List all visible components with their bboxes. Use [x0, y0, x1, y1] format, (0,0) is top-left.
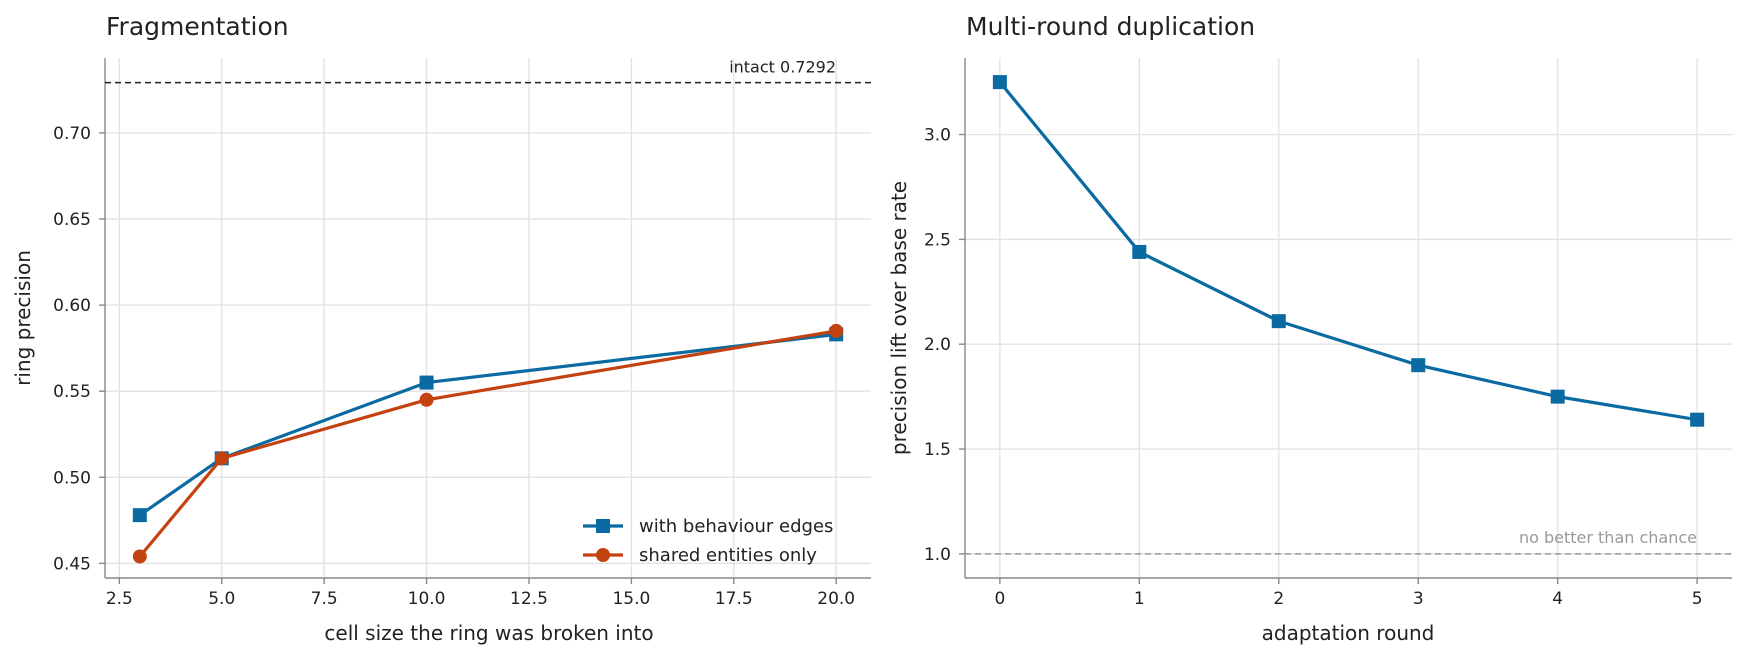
duplication-x-tick-label: 0	[994, 589, 1005, 609]
duplication-reference-label: no better than chance	[1519, 528, 1697, 547]
duplication-x-tick-label: 4	[1552, 589, 1563, 609]
fragmentation-title: Fragmentation	[106, 12, 289, 41]
fragmentation-series-square	[132, 327, 844, 523]
fragmentation-y-tick-label: 0.45	[53, 554, 91, 574]
fragmentation-reference-label: intact 0.7292	[729, 58, 836, 77]
fragmentation-data-point	[214, 451, 229, 466]
fragmentation-data-point	[419, 375, 434, 390]
duplication-data-point	[1132, 244, 1147, 259]
legend-marker	[596, 548, 610, 562]
fragmentation-y-tick-label: 0.70	[53, 124, 91, 144]
fragmentation-x-tick-label: 20.0	[817, 589, 855, 609]
duplication-data-point	[1690, 412, 1705, 427]
fragmentation-data-point	[132, 549, 147, 564]
duplication-x-axis-label: adaptation round	[1262, 621, 1435, 645]
duplication-x-tick-label: 1	[1134, 589, 1145, 609]
fragmentation-y-tick-label: 0.60	[53, 296, 91, 316]
fragmentation-series-line	[138, 329, 837, 558]
duplication-y-tick-label: 1.5	[924, 440, 951, 460]
fragmentation-x-tick-label: 2.5	[106, 589, 133, 609]
fragmentation-series-line	[138, 332, 837, 517]
duplication-x-tick-label: 5	[1692, 589, 1703, 609]
fragmentation-y-tick-label: 0.50	[53, 468, 91, 488]
fragmentation-panel: Fragmentation cell size the ring was bro…	[11, 12, 871, 645]
duplication-y-tick-label: 3.0	[924, 126, 951, 146]
fragmentation-legend: with behaviour edges shared entities only	[583, 516, 833, 566]
duplication-series-square	[992, 75, 1705, 427]
duplication-data-point	[1271, 314, 1286, 329]
fragmentation-x-tick-label: 10.0	[408, 589, 446, 609]
duplication-panel: Multi-round duplication adaptation round…	[887, 12, 1732, 645]
duplication-y-tick-label: 1.0	[924, 545, 951, 565]
fragmentation-data-point	[419, 392, 434, 407]
fragmentation-x-tick-label: 5.0	[208, 589, 235, 609]
duplication-y-axis-label: precision lift over base rate	[887, 181, 911, 455]
duplication-x-tick-label: 3	[1413, 589, 1424, 609]
fragmentation-y-axis-label: ring precision	[11, 250, 35, 386]
fragmentation-y-tick-label: 0.65	[53, 210, 91, 230]
fragmentation-x-tick-label: 7.5	[311, 589, 338, 609]
fragmentation-series-circle	[132, 323, 844, 564]
duplication-y-tick-label: 2.5	[924, 230, 951, 250]
duplication-y-tick-label: 2.0	[924, 335, 951, 355]
fragmentation-x-axis-label: cell size the ring was broken into	[324, 621, 653, 645]
fragmentation-data-point	[132, 508, 147, 523]
legend-label: shared entities only	[639, 545, 817, 566]
fragmentation-data-point	[829, 323, 844, 338]
fragmentation-x-tick-label: 17.5	[715, 589, 753, 609]
fragmentation-x-tick-label: 15.0	[612, 589, 650, 609]
duplication-series-line	[998, 81, 1698, 422]
duplication-data-point	[1550, 389, 1565, 404]
legend-label: with behaviour edges	[639, 516, 833, 537]
fragmentation-y-tick-label: 0.55	[53, 382, 91, 402]
duplication-data-point	[1411, 358, 1426, 373]
duplication-grid	[965, 58, 1732, 578]
duplication-data-point	[992, 75, 1007, 90]
duplication-x-tick-label: 2	[1273, 589, 1284, 609]
fragmentation-grid	[105, 58, 871, 578]
fragmentation-x-tick-label: 12.5	[510, 589, 548, 609]
duplication-title: Multi-round duplication	[966, 12, 1255, 41]
legend-marker	[596, 519, 610, 533]
